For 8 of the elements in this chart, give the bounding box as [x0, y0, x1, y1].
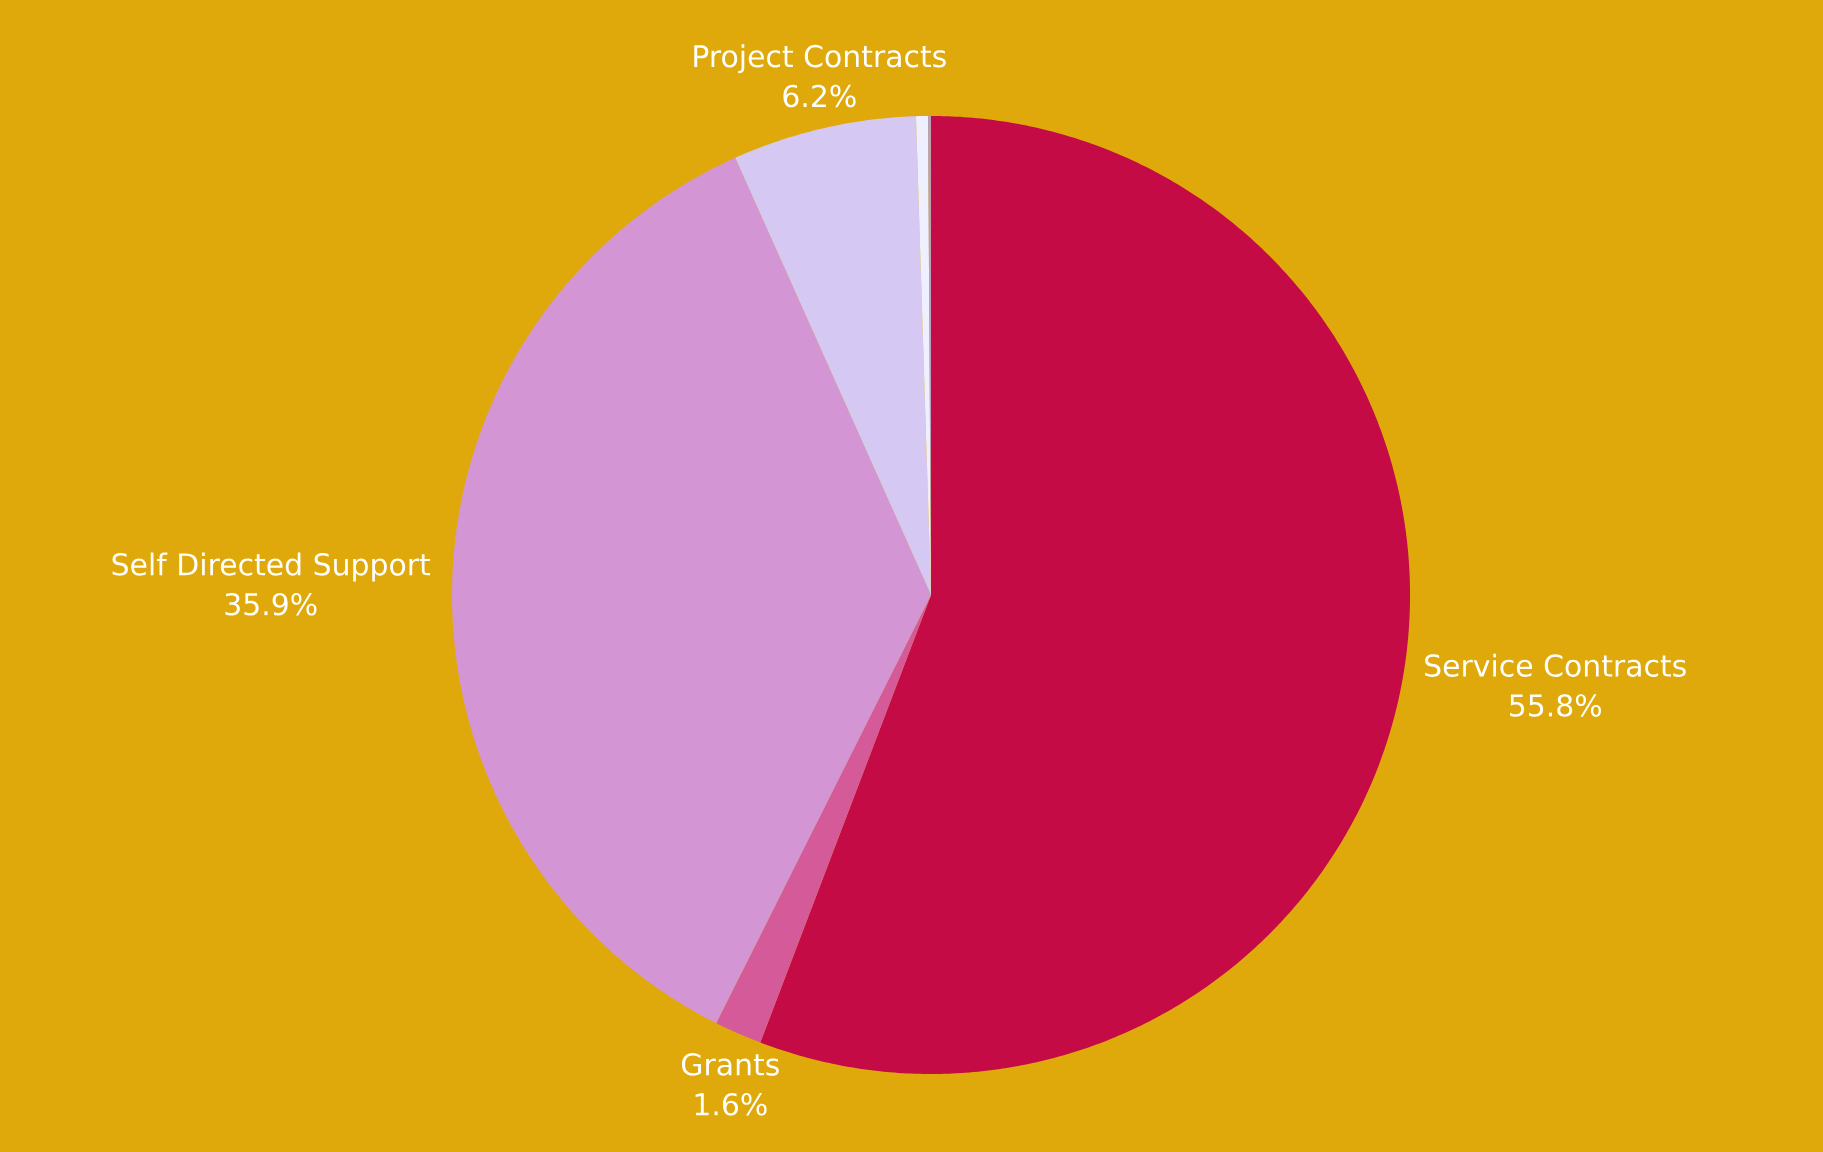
data-label: 1.6% [695, 1092, 767, 1116]
slice-label: Grants [681, 1053, 779, 1076]
slice-label: Service Contracts [1425, 653, 1686, 677]
slice-label: Self Directed Support [112, 552, 431, 582]
slice-label: Project Contracts [694, 44, 946, 74]
data-label: 55.8% [1510, 694, 1601, 717]
data-label: 35.9% [225, 592, 317, 616]
data-label: 6.2% [783, 84, 856, 108]
